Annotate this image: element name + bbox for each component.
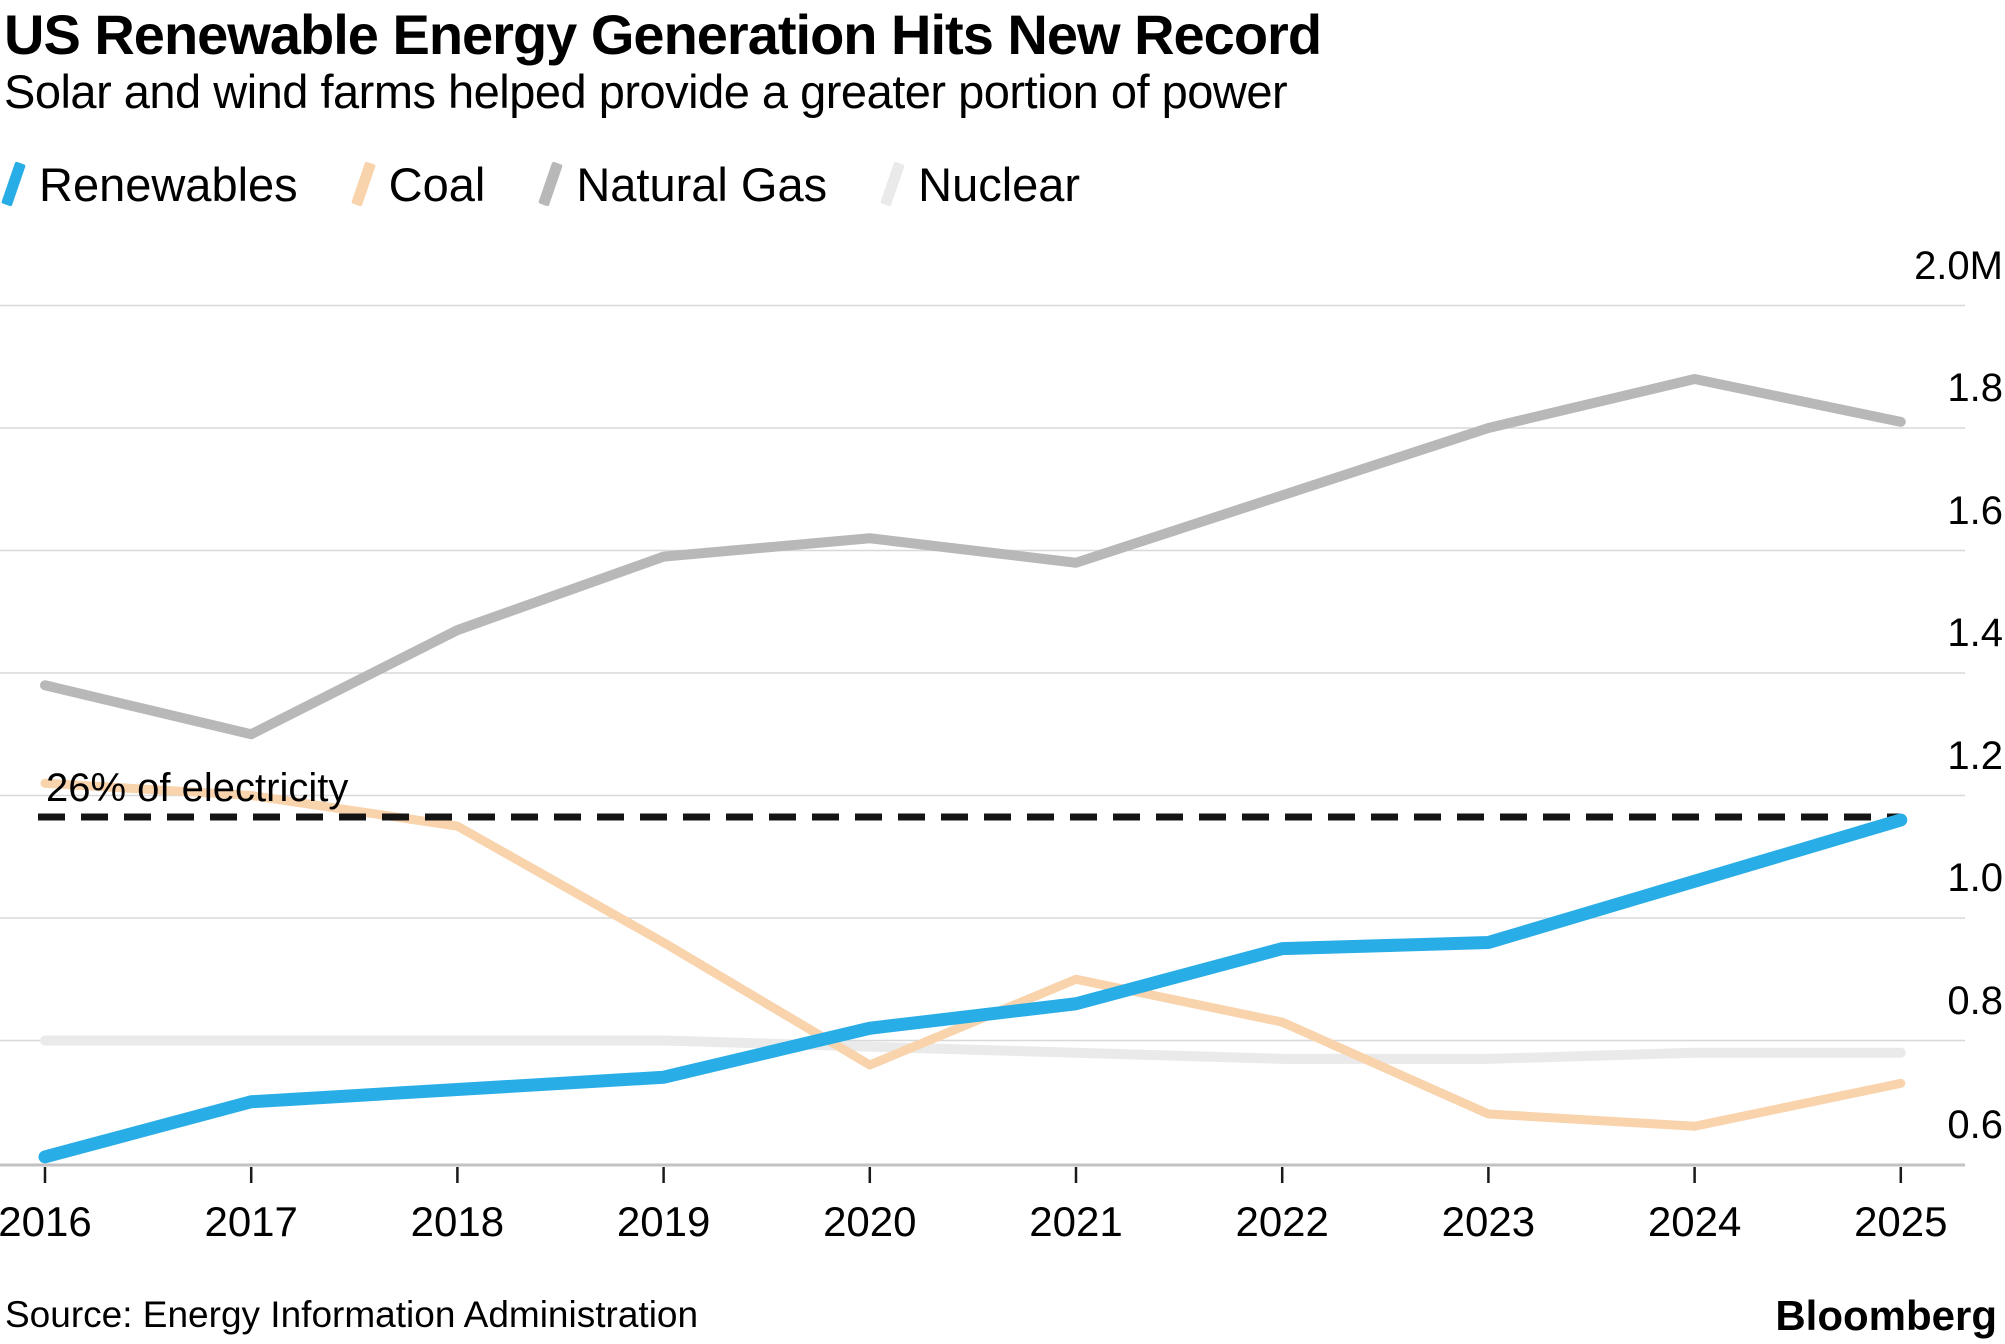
y-axis-label: 1.4 [1947,611,2003,655]
series-line-natural-gas [40,374,1906,740]
legend-item-nuclear: Nuclear [880,157,1081,212]
y-axis-label: 0.8 [1947,978,2003,1023]
annotation-26-percent: 26% of electricity [46,766,349,810]
x-axis-label: 2017 [204,1198,298,1245]
legend-item-renewables: Renewables [1,157,298,212]
x-axis-label: 2022 [1235,1198,1329,1245]
series-line-nuclear [40,1035,1906,1064]
y-axis-label: 2.0M [1914,243,2003,288]
page-title: US Renewable Energy Generation Hits New … [4,3,1322,66]
x-axis-label: 2021 [1029,1198,1123,1245]
x-axis-label: 2020 [823,1198,917,1245]
x-axis-label: 2023 [1441,1198,1536,1245]
chart-subtitle: Solar and wind farms helped provide a gr… [4,65,1288,118]
x-axis-label: 2019 [616,1198,711,1245]
bloomberg-logo: Bloomberg [1775,1292,1997,1339]
series-line-coal [40,778,1906,1131]
x-axis-label: 2018 [410,1198,505,1245]
y-axis-label: 0.6 [1947,1103,2003,1147]
y-axis-label: 1.8 [1947,366,2003,410]
legend-item-coal: Coal [350,157,486,212]
legend-label: Renewables [39,157,298,211]
x-axis-label: 2024 [1647,1198,1742,1245]
chart-legend: Renewables Coal Natural Gas Nuclear [1,152,1081,216]
legend-label: Coal [388,157,486,211]
y-axis-label: 1.0 [1947,856,2003,900]
x-axis-label: 2016 [0,1198,92,1245]
y-axis-label: 1.2 [1947,733,2003,778]
legend-label: Natural Gas [576,157,828,211]
legend-label: Nuclear [918,157,1081,211]
series-line-renewables [38,813,1908,1164]
y-axis-label: 1.6 [1947,488,2003,533]
source-note: Source: Energy Information Administratio… [5,1294,699,1335]
x-axis-label: 2025 [1854,1198,1948,1245]
legend-item-natural-gas: Natural Gas [538,157,828,212]
